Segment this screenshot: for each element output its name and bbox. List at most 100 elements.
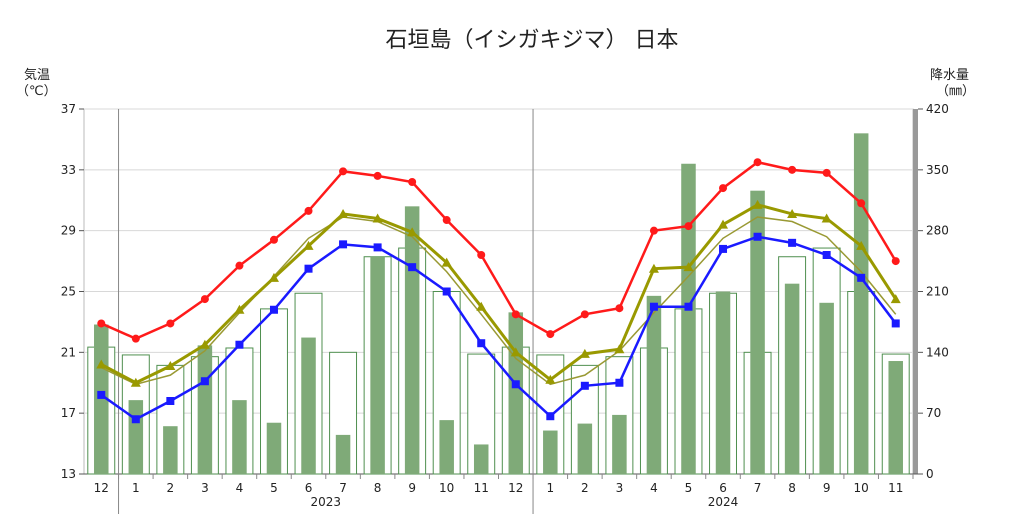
- temp-max-point: [304, 206, 313, 215]
- month-label: 5: [270, 481, 278, 495]
- temp-min-point: [546, 412, 555, 421]
- precip-actual-bar: [681, 163, 696, 474]
- temp-mean-normal-line: [100, 216, 897, 386]
- month-label: 8: [374, 481, 382, 495]
- temp-mean-point: [856, 240, 867, 250]
- precip-actual-bar: [335, 434, 351, 474]
- left-axis-label-line1: 気温: [24, 68, 51, 83]
- temp-mean-point: [683, 262, 694, 272]
- temp-mean-point: [718, 219, 729, 229]
- precip-actual-bar: [163, 426, 178, 474]
- temp-mean-point: [165, 361, 176, 371]
- temp-mean-point: [199, 339, 210, 349]
- precip-actual-bar: [715, 291, 731, 474]
- temp-max-point: [442, 216, 451, 225]
- right-tick-label: 350: [926, 163, 949, 177]
- temp-min-point: [891, 319, 900, 328]
- temp-max-point: [546, 330, 555, 339]
- temp-min-point: [615, 378, 624, 387]
- temp-min-point: [269, 305, 278, 314]
- month-label: 11: [474, 481, 489, 495]
- temp-min-point: [511, 380, 520, 389]
- temp-mean-point: [787, 208, 798, 218]
- temp-mean-point: [752, 199, 763, 209]
- temp-max-point: [822, 168, 831, 177]
- precip-actual-bar: [646, 295, 662, 474]
- left-axis-label: 気温 （℃）: [16, 68, 57, 100]
- temp-max-point: [857, 199, 866, 208]
- left-tick-label: 13: [61, 467, 76, 481]
- month-label: 9: [823, 481, 831, 495]
- month-label: 12: [508, 481, 523, 495]
- temp-min-point: [200, 377, 209, 386]
- temp-mean-point: [338, 208, 349, 218]
- temp-min-point: [822, 251, 831, 259]
- temp-min-point: [857, 273, 866, 282]
- temp-min-point: [684, 302, 693, 311]
- precip-actual-bar: [888, 361, 903, 474]
- month-label: 3: [201, 481, 209, 495]
- temp-max-point: [753, 158, 762, 167]
- temp-min-point: [97, 390, 106, 399]
- precip-actual-bar: [784, 283, 800, 474]
- month-label: 1: [546, 481, 554, 495]
- temp-max-point: [511, 310, 520, 319]
- temp-max-point: [788, 165, 797, 174]
- temp-max-point: [408, 178, 417, 186]
- precip-actual-bar: [577, 423, 593, 474]
- month-label: 7: [339, 481, 347, 495]
- year-label: 2024: [708, 495, 739, 509]
- temp-min-line: [100, 235, 897, 421]
- precip-actual-bar: [508, 312, 524, 474]
- temp-mean-point: [234, 304, 245, 314]
- temp-min-point: [477, 339, 486, 348]
- month-label: 8: [788, 481, 796, 495]
- left-tick-label: 29: [61, 224, 76, 238]
- temp-mean-point: [441, 257, 452, 267]
- month-label: 6: [719, 481, 727, 495]
- right-axis-bar: [913, 109, 918, 474]
- temp-max-point: [615, 304, 624, 313]
- temp-min-point: [442, 287, 451, 296]
- month-label: 2: [167, 481, 175, 495]
- temp-mean-point: [476, 301, 487, 311]
- temp-mean-point: [510, 347, 521, 357]
- precip-actual-bar: [853, 133, 869, 475]
- precip-actual-bar: [197, 345, 213, 474]
- right-tick-label: 420: [926, 102, 949, 116]
- month-label: 6: [305, 481, 313, 495]
- temp-max-point: [97, 319, 106, 328]
- left-tick-label: 37: [61, 102, 76, 116]
- temp-max-point: [373, 171, 382, 180]
- month-label: 2: [581, 481, 589, 495]
- precip-actual-bar: [612, 414, 627, 474]
- temp-mean-point: [407, 227, 418, 237]
- precip-actual-bar: [543, 430, 558, 474]
- temp-mean-point: [268, 272, 279, 282]
- temp-max-point: [339, 167, 348, 176]
- precip-actual-bar: [473, 444, 489, 474]
- precip-actual-bar: [370, 256, 385, 474]
- right-tick-label: 140: [926, 345, 949, 359]
- precip-actual-bar: [439, 420, 454, 474]
- month-label: 10: [854, 481, 869, 495]
- month-label: 12: [94, 481, 109, 495]
- temp-min-point: [339, 240, 348, 249]
- temp-max-point: [477, 251, 486, 259]
- precip-actual-bar: [301, 337, 316, 474]
- month-label: 11: [888, 481, 903, 495]
- temp-mean-point: [614, 344, 625, 354]
- temp-mean-point: [648, 263, 659, 273]
- temp-max-point: [719, 184, 728, 193]
- month-label: 3: [616, 481, 624, 495]
- temp-mean-point: [579, 348, 590, 358]
- temp-mean-point: [96, 359, 107, 369]
- temp-min-point: [719, 244, 728, 253]
- month-label: 1: [132, 481, 140, 495]
- temp-max-point: [235, 261, 244, 270]
- right-axis-label-line1: 降水量: [930, 68, 970, 83]
- temp-min-point: [580, 381, 589, 390]
- temp-mean-point: [372, 213, 383, 223]
- temp-min-point: [304, 264, 313, 273]
- right-tick-label: 70: [926, 406, 941, 420]
